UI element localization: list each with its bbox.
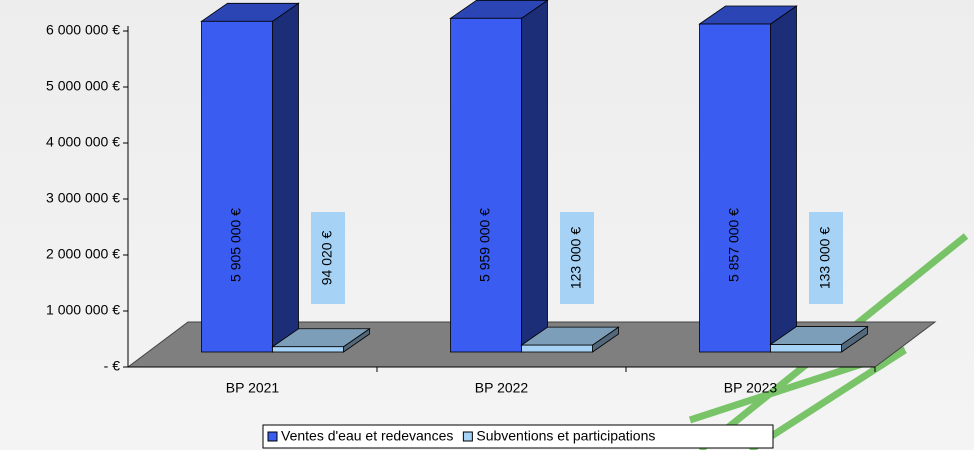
bar-front: [700, 24, 771, 352]
bar-side: [522, 0, 548, 352]
bar-front: [771, 345, 842, 352]
bar: [700, 6, 797, 352]
x-tick-label: BP 2022: [475, 380, 529, 396]
legend-label: Subventions et participations: [476, 428, 655, 444]
y-tick-label: 3 000 000 €: [46, 190, 120, 206]
bar-front: [522, 345, 593, 352]
legend-label: Ventes d'eau et redevances: [281, 428, 453, 444]
legend-swatch: [268, 432, 277, 441]
value-label: 133 000 €: [817, 227, 833, 289]
bar-front: [273, 347, 344, 352]
value-label: 5 959 000 €: [477, 208, 493, 282]
x-tick-label: BP 2023: [724, 380, 778, 396]
bar-side: [771, 6, 797, 352]
legend: Ventes d'eau et redevances Subventions et…: [263, 425, 773, 448]
bar: [202, 3, 299, 352]
bar-side: [273, 3, 299, 352]
value-label: 94 020 €: [319, 231, 335, 286]
bar-front: [451, 18, 522, 352]
y-tick-label: 6 000 000 €: [46, 22, 120, 38]
legend-swatch: [463, 432, 472, 441]
y-tick-label: - €: [104, 358, 121, 374]
y-tick-label: 2 000 000 €: [46, 246, 120, 262]
y-tick-label: 1 000 000 €: [46, 302, 120, 318]
y-tick-label: 5 000 000 €: [46, 78, 120, 94]
value-label: 123 000 €: [568, 227, 584, 289]
value-label: 5 905 000 €: [228, 208, 244, 282]
bar: [451, 0, 548, 352]
y-tick-label: 4 000 000 €: [46, 134, 120, 150]
x-tick-label: BP 2021: [226, 380, 280, 396]
bar-front: [202, 21, 273, 352]
value-label: 5 857 000 €: [726, 208, 742, 282]
chart: - € 1 000 000 € 2 000 000 € 3 000 000 € 4 00…: [0, 0, 974, 450]
